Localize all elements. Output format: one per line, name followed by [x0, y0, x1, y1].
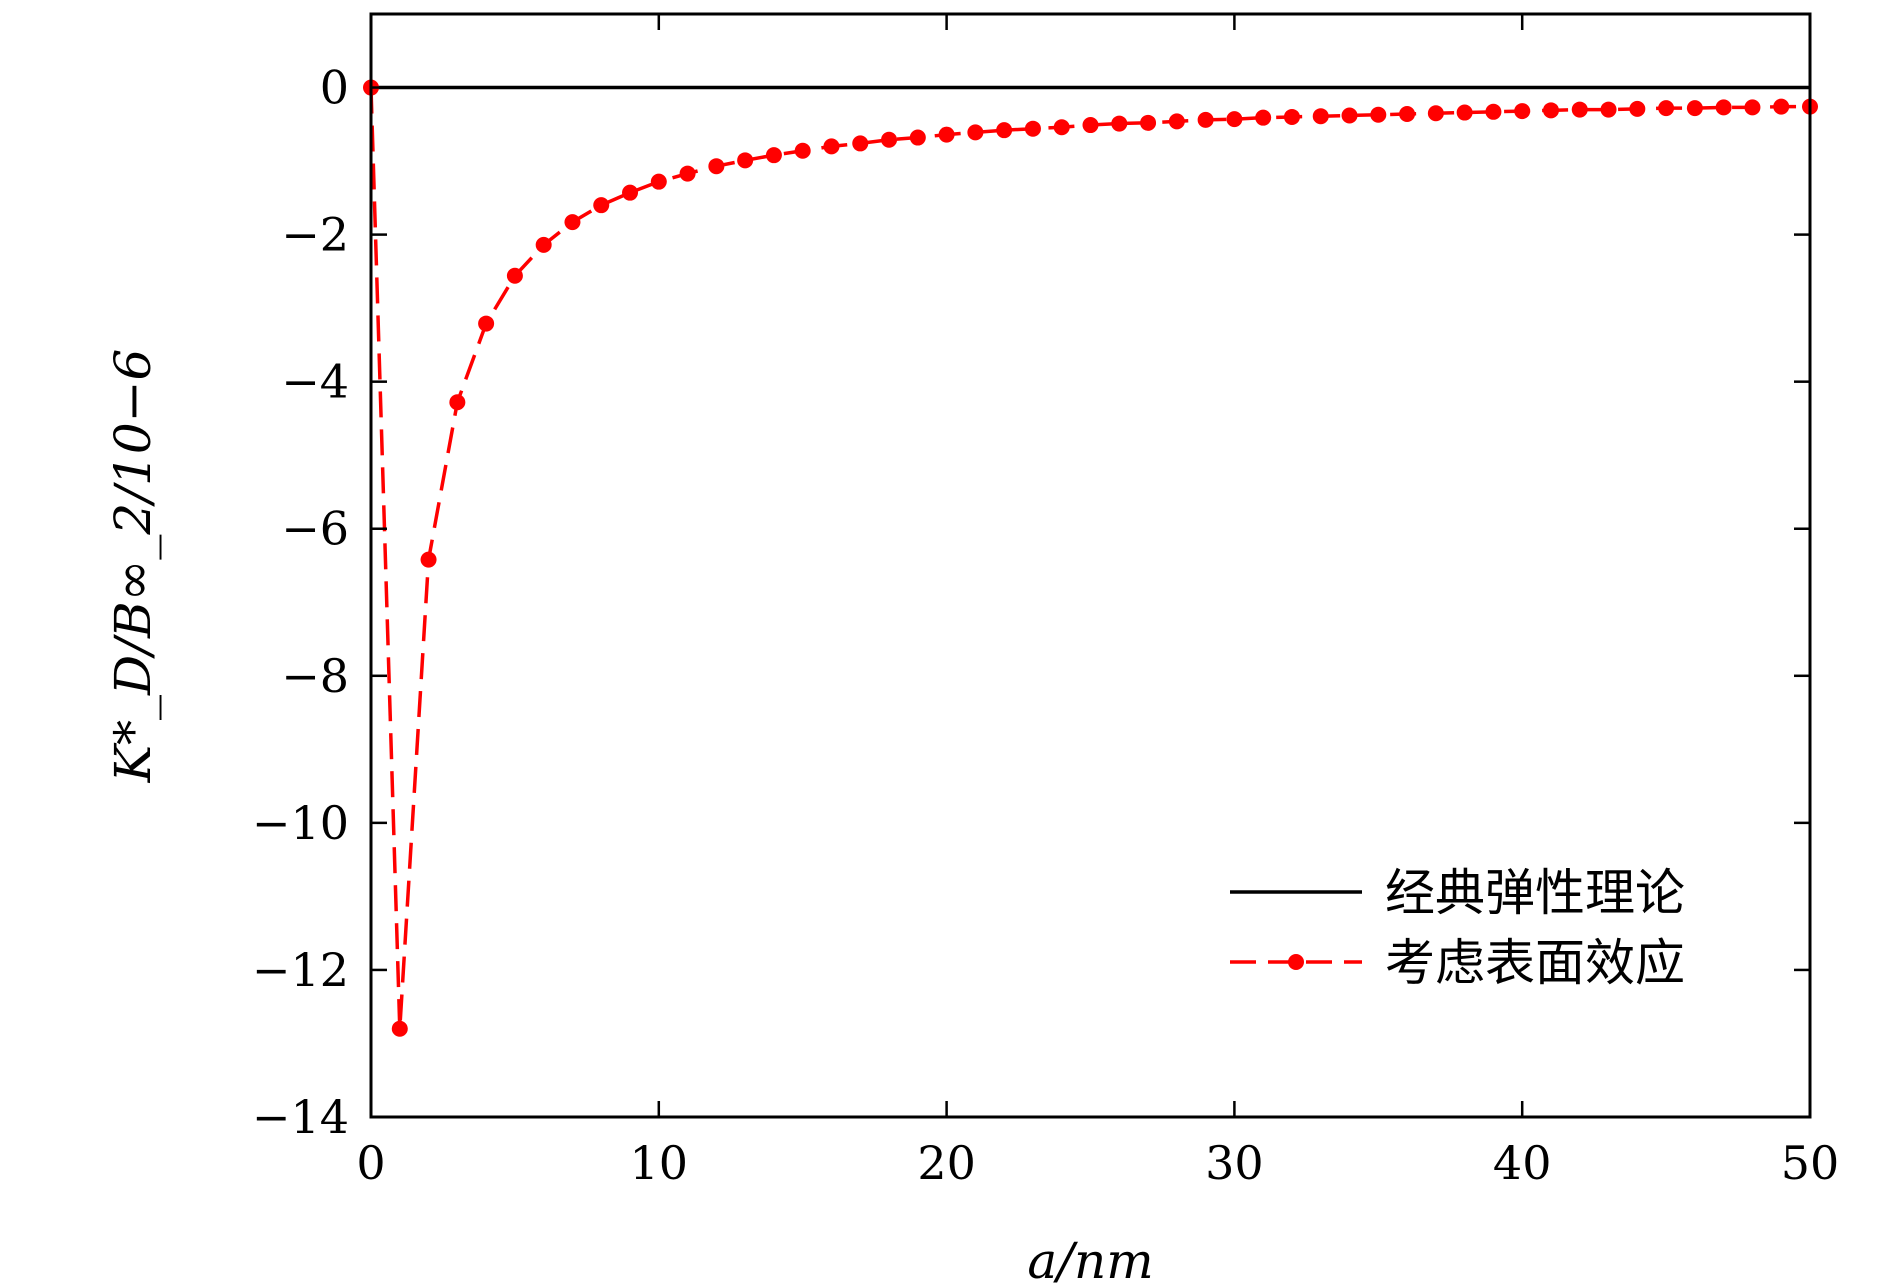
- data-point: [852, 135, 869, 152]
- data-point: [765, 147, 782, 164]
- legend-label-1: 考虑表面效应: [1385, 934, 1685, 992]
- data-point: [622, 184, 639, 201]
- data-point: [909, 129, 926, 146]
- data-point: [1111, 115, 1128, 132]
- data-point: [478, 315, 495, 332]
- y-axis-title: K*_D/B∞_2/10−6: [104, 349, 162, 784]
- data-point: [1542, 102, 1559, 119]
- y-tick-label: −4: [281, 355, 349, 409]
- data-point: [737, 152, 754, 169]
- data-point: [679, 165, 696, 182]
- data-point: [535, 236, 552, 253]
- data-point: [1600, 101, 1617, 118]
- data-point: [1744, 99, 1761, 116]
- data-point: [996, 122, 1013, 139]
- data-point: [1370, 106, 1387, 123]
- y-tick-label: −6: [281, 502, 349, 556]
- data-layer: [363, 79, 1818, 1037]
- data-point: [1341, 107, 1358, 124]
- data-point: [1686, 100, 1703, 117]
- data-point: [1715, 99, 1732, 116]
- plot-frame: [369, 12, 1812, 1119]
- x-axis-title: a/nm: [1027, 1232, 1153, 1288]
- data-point: [938, 126, 955, 143]
- data-point: [1399, 106, 1416, 123]
- x-tick-label: 40: [1493, 1136, 1552, 1190]
- data-point: [708, 158, 725, 175]
- data-point: [1226, 111, 1243, 128]
- data-point: [1456, 104, 1473, 121]
- data-point: [1053, 119, 1070, 136]
- data-point: [1427, 105, 1444, 122]
- data-point: [564, 214, 581, 231]
- y-tick-label: 0: [320, 61, 349, 115]
- data-point: [794, 142, 811, 159]
- data-point: [1283, 108, 1300, 125]
- data-point: [1255, 109, 1272, 126]
- x-tick-label: 30: [1205, 1136, 1264, 1190]
- data-point: [1485, 103, 1502, 120]
- data-point: [391, 1020, 408, 1037]
- y-tick-label: −10: [252, 796, 349, 850]
- data-point: [420, 551, 437, 568]
- data-point: [1629, 100, 1646, 117]
- data-point: [650, 173, 667, 190]
- data-point: [1140, 114, 1157, 131]
- data-point: [823, 138, 840, 155]
- data-point: [1571, 101, 1588, 118]
- data-point: [593, 197, 610, 214]
- data-point: [1082, 117, 1099, 134]
- data-point: [881, 131, 898, 148]
- x-tick-label: 0: [356, 1136, 385, 1190]
- x-tick-label: 20: [917, 1136, 976, 1190]
- data-point: [1197, 111, 1214, 128]
- legend-label-0: 经典弹性理论: [1385, 864, 1685, 922]
- data-point: [1658, 100, 1675, 117]
- data-point: [1312, 108, 1329, 125]
- data-point: [1514, 103, 1531, 120]
- y-tick-label: −12: [252, 943, 349, 997]
- data-point: [1168, 113, 1185, 130]
- data-point: [1024, 120, 1041, 137]
- y-tick-label: −2: [281, 208, 349, 262]
- data-point: [506, 267, 523, 284]
- legend-marker: [1288, 954, 1304, 970]
- data-point: [449, 394, 466, 411]
- x-tick-label: 10: [630, 1136, 689, 1190]
- tick-layer: 0 10 20 30 40 50 0 −2 −4 −6 −8 −10 −12 −14: [252, 14, 1839, 1190]
- data-point: [967, 124, 984, 141]
- y-tick-label: −14: [252, 1090, 349, 1144]
- x-tick-label: 50: [1781, 1136, 1840, 1190]
- y-tick-label: −8: [281, 649, 349, 703]
- data-point: [1773, 98, 1790, 115]
